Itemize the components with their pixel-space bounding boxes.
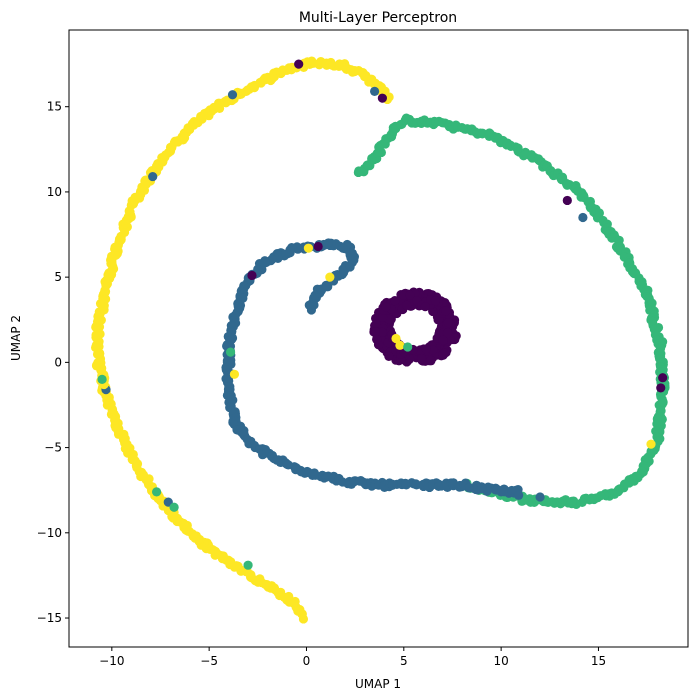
scatter-point-class-1 [578, 212, 588, 223]
scatter-point-class-2 [658, 396, 668, 407]
scatter-point-class-0 [390, 296, 400, 306]
x-axis-label: UMAP 1 [355, 677, 401, 691]
scatter-point-class-0 [656, 383, 666, 393]
x-tick-label: 10 [493, 654, 508, 668]
y-tick-label: −15 [37, 611, 62, 625]
scatter-point-class-0 [430, 296, 441, 306]
y-tick-label: 0 [54, 355, 62, 369]
scatter-point-class-1 [514, 490, 524, 500]
scatter-point-class-2 [97, 374, 107, 385]
scatter-point-class-0 [420, 302, 430, 312]
y-axis-label: UMAP 2 [9, 315, 23, 361]
x-tick-label: 0 [303, 654, 311, 668]
x-tick-label: 5 [400, 654, 408, 668]
scatter-point-class-0 [426, 355, 436, 365]
scatter-point-class-2 [151, 487, 162, 497]
scatter-point-class-0 [428, 306, 438, 317]
chart-title: Multi-Layer Perceptron [299, 10, 457, 26]
scatter-point-class-0 [313, 241, 323, 252]
y-tick-label: 15 [47, 100, 62, 114]
y-tick-label: 10 [47, 185, 62, 199]
scatter-point-class-0 [294, 59, 304, 69]
scatter-point-class-0 [562, 195, 572, 206]
scatter-point-class-0 [421, 344, 431, 354]
scatter-point-class-3 [229, 369, 240, 379]
scatter-point-class-0 [402, 300, 412, 310]
scatter-point-class-0 [438, 349, 448, 359]
scatter-point-class-0 [441, 306, 451, 316]
scatter-point-class-0 [371, 319, 381, 329]
x-tick-label: 15 [591, 654, 606, 668]
scatter-point-class-0 [384, 351, 394, 361]
y-axis: −15 −10 −5 0 5 10 15 [37, 100, 69, 625]
scatter-point-class-1 [148, 171, 158, 182]
scatter-point-class-0 [428, 345, 438, 355]
scatter-point-class-0 [381, 302, 391, 312]
scatter-point-class-0 [370, 327, 381, 337]
scatter-point-class-1 [535, 492, 545, 502]
scatter-point-class-3 [325, 272, 335, 282]
x-axis: −10 −5 0 5 10 15 [99, 647, 606, 668]
scatter-point-class-2 [225, 347, 236, 357]
y-tick-label: −5 [44, 441, 62, 455]
scatter-point-class-3 [303, 243, 314, 253]
scatter-point-class-2 [403, 342, 413, 352]
scatter-point-class-0 [416, 353, 427, 364]
scatter-point-class-1 [227, 90, 238, 100]
scatter-point-class-0 [247, 270, 257, 281]
y-tick-label: 5 [54, 270, 62, 284]
scatter-point-class-0 [658, 373, 668, 383]
scatter-point-class-0 [377, 93, 387, 103]
data-marks [91, 56, 670, 624]
scatter-point-class-0 [377, 327, 387, 337]
scatter-point-class-2 [243, 560, 253, 570]
scatter-point-class-2 [169, 502, 179, 512]
plot-area-frame [68, 29, 689, 648]
scatter-point-class-1 [477, 483, 487, 494]
scatter-point-class-0 [443, 318, 453, 328]
scatter-point-class-1 [411, 480, 422, 490]
scatter-point-class-1 [496, 487, 506, 497]
scatter-point-class-0 [378, 312, 388, 322]
x-tick-label: −5 [200, 654, 218, 668]
scatter-point-class-0 [442, 328, 453, 338]
scatter-point-class-3 [391, 333, 401, 344]
y-tick-label: −10 [37, 526, 62, 540]
scatter-point-class-0 [405, 290, 415, 300]
scatter-point-class-3 [395, 340, 405, 350]
x-tick-label: −10 [99, 654, 124, 668]
scatter-point-class-0 [438, 335, 448, 345]
scatter-point-class-0 [372, 334, 382, 345]
scatter-point-class-1 [370, 86, 380, 96]
scatter-point-class-3 [646, 439, 656, 449]
